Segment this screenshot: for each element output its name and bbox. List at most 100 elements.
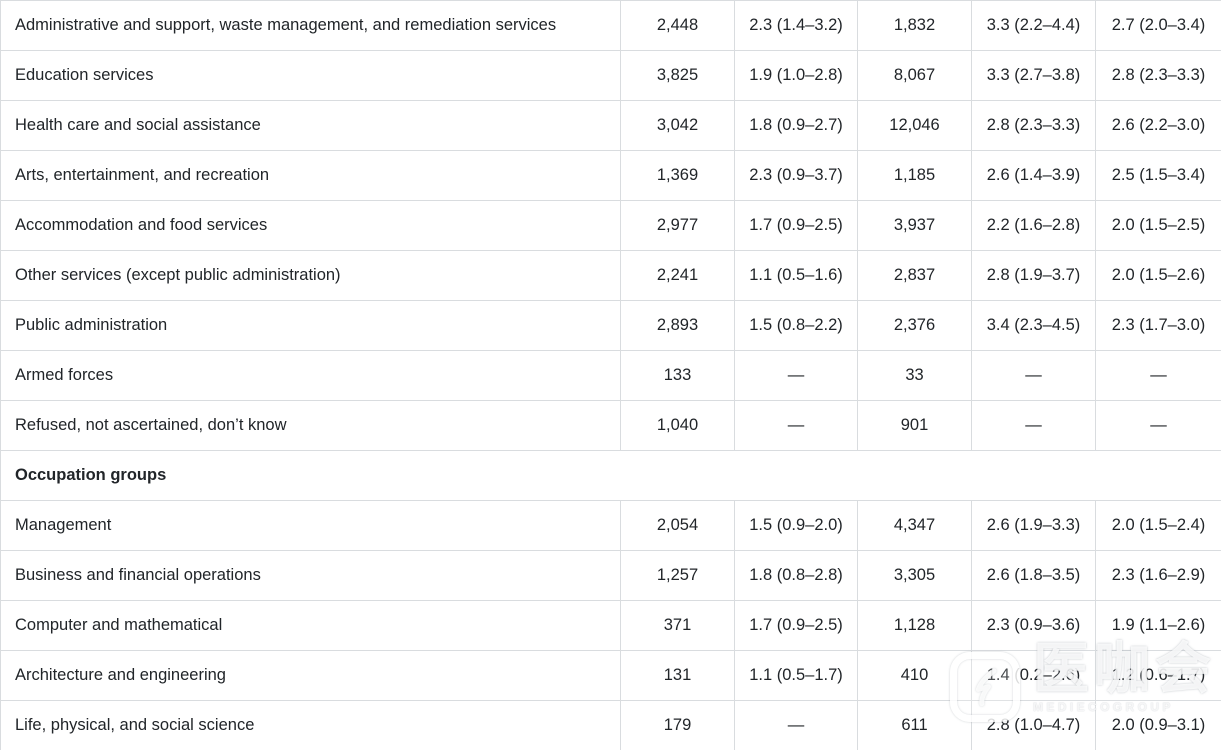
value-cell: 2,837 (857, 250, 972, 301)
value-cell: — (734, 400, 858, 451)
value-cell: 2.3 (0.9–3.7) (734, 150, 858, 201)
value-cell: 2.8 (2.3–3.3) (971, 100, 1096, 151)
table-row: Computer and mathematical 371 1.7 (0.9–2.5… (0, 600, 1221, 651)
row-label: Armed forces (0, 350, 621, 401)
value-cell: 410 (857, 650, 972, 701)
value-cell: 2.3 (1.4–3.2) (734, 0, 858, 51)
value-cell: 2.8 (1.9–3.7) (971, 250, 1096, 301)
table-row: Education services 3,825 1.9 (1.0–2.8) 8,06… (0, 50, 1221, 101)
value-cell: 2,054 (620, 500, 735, 551)
value-cell: 2.8 (1.0–4.7) (971, 700, 1096, 750)
table-row: Refused, not ascertained, don’t know 1,04… (0, 400, 1221, 451)
value-cell: 611 (857, 700, 972, 750)
value-cell: 1.9 (1.1–2.6) (1095, 600, 1221, 651)
row-label: Business and financial operations (0, 550, 621, 601)
value-cell: 2.8 (2.3–3.3) (1095, 50, 1221, 101)
value-cell: 2.3 (1.7–3.0) (1095, 300, 1221, 351)
value-cell: — (1095, 350, 1221, 401)
value-cell: 1.2 (0.6–1.7) (1095, 650, 1221, 701)
value-cell: 3,825 (620, 50, 735, 101)
value-cell: — (1095, 400, 1221, 451)
table-row: Management 2,054 1.5 (0.9–2.0) 4,347 2.6 (1.… (0, 500, 1221, 551)
value-cell: 3.3 (2.7–3.8) (971, 50, 1096, 101)
value-cell: — (971, 350, 1096, 401)
value-cell: 1.5 (0.8–2.2) (734, 300, 858, 351)
value-cell: 2,241 (620, 250, 735, 301)
section-header: Occupation groups (0, 450, 1221, 501)
value-cell: 2.6 (1.9–3.3) (971, 500, 1096, 551)
row-label: Computer and mathematical (0, 600, 621, 651)
row-label: Administrative and support, waste manage… (0, 0, 621, 51)
value-cell: 2.3 (0.9–3.6) (971, 600, 1096, 651)
section-row: Occupation groups (0, 450, 1221, 501)
value-cell: 3.4 (2.3–4.5) (971, 300, 1096, 351)
value-cell: 1.1 (0.5–1.7) (734, 650, 858, 701)
table-row: Armed forces 133—33— — (0, 350, 1221, 401)
table-row: Other services (except public administra… (0, 250, 1221, 301)
row-label: Architecture and engineering (0, 650, 621, 701)
value-cell: 1.8 (0.8–2.8) (734, 550, 858, 601)
value-cell: 1.9 (1.0–2.8) (734, 50, 858, 101)
value-cell: 1.7 (0.9–2.5) (734, 600, 858, 651)
value-cell: 371 (620, 600, 735, 651)
table-row: Life, physical, and social science 179—61… (0, 700, 1221, 750)
value-cell: 1,257 (620, 550, 735, 601)
value-cell: 3,305 (857, 550, 972, 601)
row-label: Health care and social assistance (0, 100, 621, 151)
row-label: Refused, not ascertained, don’t know (0, 400, 621, 451)
value-cell: 2.0 (1.5–2.4) (1095, 500, 1221, 551)
value-cell: 1,040 (620, 400, 735, 451)
row-label: Management (0, 500, 621, 551)
row-label: Education services (0, 50, 621, 101)
value-cell: 1.8 (0.9–2.7) (734, 100, 858, 151)
value-cell: 1,369 (620, 150, 735, 201)
value-cell: 12,046 (857, 100, 972, 151)
value-cell: 1.1 (0.5–1.6) (734, 250, 858, 301)
table-row: Business and financial operations 1,257 1.… (0, 550, 1221, 601)
value-cell: 2.5 (1.5–3.4) (1095, 150, 1221, 201)
value-cell: 8,067 (857, 50, 972, 101)
value-cell: 2.0 (0.9–3.1) (1095, 700, 1221, 750)
value-cell: 2.6 (1.4–3.9) (971, 150, 1096, 201)
table-row: Architecture and engineering 131 1.1 (0.5–… (0, 650, 1221, 701)
value-cell: 1,128 (857, 600, 972, 651)
value-cell: 2,376 (857, 300, 972, 351)
value-cell: 179 (620, 700, 735, 750)
value-cell: 3,937 (857, 200, 972, 251)
value-cell: 2.0 (1.5–2.6) (1095, 250, 1221, 301)
value-cell: 2.6 (2.2–3.0) (1095, 100, 1221, 151)
value-cell: — (734, 350, 858, 401)
value-cell: 2.3 (1.6–2.9) (1095, 550, 1221, 601)
value-cell: 2,448 (620, 0, 735, 51)
value-cell: 1.5 (0.9–2.0) (734, 500, 858, 551)
value-cell: 2.6 (1.8–3.5) (971, 550, 1096, 601)
table-row: Arts, entertainment, and recreation 1,369… (0, 150, 1221, 201)
row-label: Other services (except public administra… (0, 250, 621, 301)
value-cell: 2,977 (620, 200, 735, 251)
value-cell: 1,185 (857, 150, 972, 201)
value-cell: 133 (620, 350, 735, 401)
row-label: Arts, entertainment, and recreation (0, 150, 621, 201)
table-row: Public administration 2,893 1.5 (0.8–2.2) 2… (0, 300, 1221, 351)
value-cell: 2.2 (1.6–2.8) (971, 200, 1096, 251)
value-cell: 1.4 (0.2–2.6) (971, 650, 1096, 701)
value-cell: 4,347 (857, 500, 972, 551)
row-label: Life, physical, and social science (0, 700, 621, 750)
table-row: Health care and social assistance 3,042 1.… (0, 100, 1221, 151)
value-cell: 1.7 (0.9–2.5) (734, 200, 858, 251)
value-cell: 2,893 (620, 300, 735, 351)
value-cell: 3.3 (2.2–4.4) (971, 0, 1096, 51)
value-cell: 2.7 (2.0–3.4) (1095, 0, 1221, 51)
row-label: Public administration (0, 300, 621, 351)
value-cell: 1,832 (857, 0, 972, 51)
value-cell: — (734, 700, 858, 750)
value-cell: 131 (620, 650, 735, 701)
row-label: Accommodation and food services (0, 200, 621, 251)
value-cell: 3,042 (620, 100, 735, 151)
value-cell: 901 (857, 400, 972, 451)
value-cell: 2.0 (1.5–2.5) (1095, 200, 1221, 251)
table-row: Accommodation and food services 2,977 1.7 … (0, 200, 1221, 251)
